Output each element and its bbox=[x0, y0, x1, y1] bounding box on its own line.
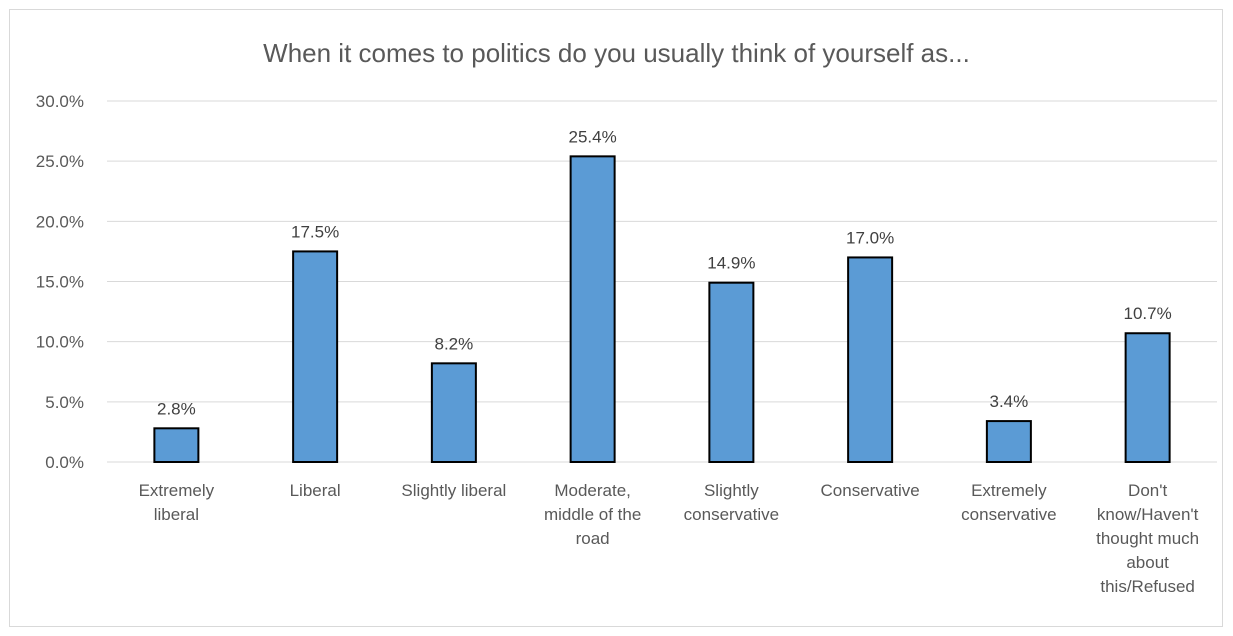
category-label-line: about bbox=[1126, 553, 1169, 572]
y-tick-label: 20.0% bbox=[36, 212, 84, 231]
bar bbox=[292, 250, 339, 463]
category-label: Slightly liberal bbox=[401, 481, 506, 500]
category-label-line: Liberal bbox=[290, 481, 341, 500]
bar bbox=[847, 256, 894, 463]
category-label: Moderate, middle of the road bbox=[544, 481, 641, 548]
y-tick-label: 30.0% bbox=[36, 92, 84, 111]
data-label: 17.5% bbox=[291, 222, 339, 241]
category-label-line: Moderate, bbox=[554, 481, 631, 500]
category-label-line: conservative bbox=[961, 505, 1056, 524]
category-label-line: middle of the bbox=[544, 505, 641, 524]
y-tick-label: 15.0% bbox=[36, 273, 84, 292]
category-label-line: liberal bbox=[154, 505, 199, 524]
category-label: Slightly conservative bbox=[684, 481, 779, 524]
y-tick-label: 25.0% bbox=[36, 152, 84, 171]
bar bbox=[708, 281, 755, 463]
category-label: Extremely liberal bbox=[139, 481, 215, 524]
category-label: Extremely conservative bbox=[961, 481, 1056, 524]
category-label-line: Extremely bbox=[971, 481, 1047, 500]
category-label-line: road bbox=[576, 529, 610, 548]
category-label-line: this/Refused bbox=[1100, 577, 1195, 596]
category-label: Liberal bbox=[290, 481, 341, 500]
category-label-line: know/Haven't bbox=[1097, 505, 1199, 524]
y-tick-label: 5.0% bbox=[45, 393, 84, 412]
category-label-line: conservative bbox=[684, 505, 779, 524]
bar bbox=[569, 155, 616, 463]
category-label-line: Slightly bbox=[704, 481, 759, 500]
data-label: 10.7% bbox=[1124, 304, 1172, 323]
category-label-line: Don't bbox=[1128, 481, 1167, 500]
chart-frame bbox=[9, 9, 1223, 627]
bar bbox=[153, 427, 200, 464]
category-label: Conservative bbox=[821, 481, 920, 500]
chart-title: When it comes to politics do you usually… bbox=[263, 38, 970, 68]
y-tick-label: 10.0% bbox=[36, 333, 84, 352]
category-label-line: Extremely bbox=[139, 481, 215, 500]
category-label-line: Conservative bbox=[821, 481, 920, 500]
data-label: 3.4% bbox=[990, 392, 1029, 411]
data-label: 14.9% bbox=[707, 254, 755, 273]
bar bbox=[430, 362, 477, 463]
data-label: 25.4% bbox=[569, 127, 617, 146]
data-label: 2.8% bbox=[157, 399, 196, 418]
bar bbox=[985, 420, 1032, 464]
category-label-line: Slightly liberal bbox=[401, 481, 506, 500]
category-label: Don't know/Haven't thought much about this/R… bbox=[1096, 481, 1199, 596]
data-label: 17.0% bbox=[846, 228, 894, 247]
bar bbox=[1124, 332, 1171, 464]
category-label-line: thought much bbox=[1096, 529, 1199, 548]
data-label: 8.2% bbox=[435, 334, 474, 353]
y-tick-label: 0.0% bbox=[45, 453, 84, 472]
